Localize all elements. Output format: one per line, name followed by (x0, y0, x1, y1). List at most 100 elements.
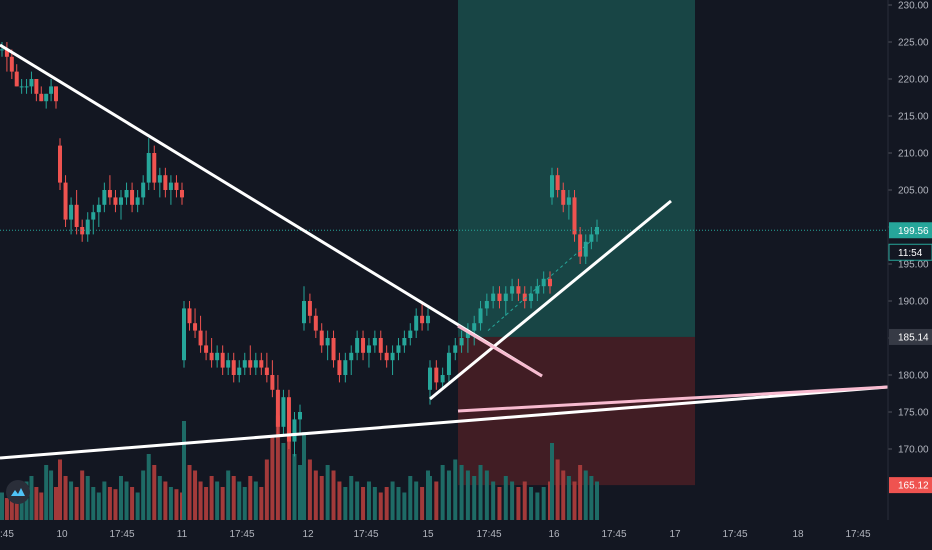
volume-bar (472, 476, 477, 520)
stop-price-tag-background (889, 477, 932, 494)
volume-bar (187, 465, 192, 520)
candle-body (420, 315, 425, 324)
volume-bar (465, 470, 470, 520)
volume-bar (119, 476, 123, 520)
trendlines[interactable] (0, 43, 889, 460)
candle-body (384, 352, 389, 361)
candle-body (9, 56, 14, 72)
price-tick-label: 210.00 (898, 149, 929, 160)
candle-body (119, 197, 123, 205)
candle-body (49, 86, 54, 94)
candle-body (113, 197, 118, 205)
candle-body (535, 286, 540, 294)
volume-bar (0, 492, 4, 520)
candle-body (96, 204, 101, 213)
volume-bar (163, 481, 168, 520)
time-tick-label: 17:45 (109, 529, 134, 540)
volume-bar (237, 481, 242, 520)
volume-bar (19, 495, 24, 520)
volume-bar (561, 470, 566, 520)
volume-bar (503, 476, 508, 520)
candle-body (378, 338, 383, 353)
candle-body (550, 175, 554, 198)
volume-bar (14, 489, 19, 520)
candle-body (572, 197, 577, 235)
volume-bar (74, 487, 79, 520)
volume-bar (384, 487, 389, 520)
volume-bar (402, 492, 407, 520)
candle-body (141, 182, 146, 198)
volume-bar (446, 470, 451, 520)
long-position-zones[interactable] (458, 0, 695, 486)
volume-bar (113, 489, 118, 520)
candle-body (198, 330, 203, 346)
candle-body (589, 234, 594, 242)
candle-body (402, 338, 407, 346)
price-tick-label: 205.00 (898, 186, 929, 197)
candle-body (396, 345, 401, 353)
candle-body (522, 293, 527, 301)
candle-body (484, 301, 489, 309)
volume-bar (390, 481, 395, 520)
volume-bar (281, 443, 286, 520)
candle-body (74, 204, 79, 227)
volume-bar (198, 481, 203, 520)
time-tick-label: 17:45 (845, 529, 870, 540)
candle-body (237, 367, 242, 375)
current-price-tag-label: 199.56 (898, 226, 929, 237)
candle-body (349, 352, 354, 361)
volume-bar (107, 487, 112, 520)
volume-bar (231, 476, 236, 520)
candle-body (182, 308, 186, 361)
volume-bar (535, 492, 540, 520)
time-tick-label: 11 (177, 529, 188, 540)
volume-bar (259, 487, 264, 520)
volume-bar (168, 487, 173, 520)
volume-bar (130, 487, 135, 520)
entry-price-tag-background (889, 328, 932, 345)
volume-bar (54, 487, 58, 520)
ascending-trendline (429, 199, 672, 401)
volume-bar (337, 481, 342, 520)
volume-bar (372, 487, 377, 520)
price-tick-label: 230.00 (898, 1, 929, 12)
volume-bar (135, 492, 140, 520)
volume-bar (29, 476, 34, 520)
candle-body (226, 360, 231, 368)
volume-bar (264, 459, 269, 520)
countdown-tag-background (888, 243, 932, 261)
time-axis[interactable]: :45 10 17:45 11 17:45 12 17:45 15 17:45 16 17:45 17… (0, 520, 932, 550)
candle-body (337, 360, 342, 375)
price-axis[interactable]: 230.00225.00220.00215.00210.00205.00200.… (887, 0, 932, 550)
volume-bar (566, 476, 571, 520)
time-tick-label: :45 (0, 529, 14, 540)
volume-bar (541, 487, 546, 520)
volume-bar (478, 465, 483, 520)
volume-bar (58, 459, 62, 520)
volume-bar (396, 487, 401, 520)
candle-body (292, 419, 297, 442)
brand-logo[interactable] (6, 480, 30, 504)
volume-bar (209, 476, 214, 520)
candle-body (503, 293, 508, 301)
volume-bar (124, 481, 129, 520)
price-tags: 199.56 11:54 185.14 165.12 (888, 222, 932, 494)
candle-body (446, 352, 451, 375)
volume-bar (298, 465, 302, 520)
candle-body (372, 338, 377, 346)
candle-body (124, 190, 129, 198)
candle-body (434, 367, 439, 383)
candle-body (180, 190, 184, 198)
time-tick-label: 17:45 (353, 529, 378, 540)
candle-body (325, 338, 330, 346)
candle-body (453, 345, 458, 353)
current-price-tag-background (889, 222, 932, 239)
candle-body (264, 367, 269, 375)
candle-body (231, 360, 236, 375)
volume-bar (242, 487, 247, 520)
candle-body (497, 293, 502, 301)
time-tick-label: 15 (422, 529, 434, 540)
price-tick-label: 170.00 (898, 445, 929, 456)
descending-trendline (0, 43, 543, 378)
